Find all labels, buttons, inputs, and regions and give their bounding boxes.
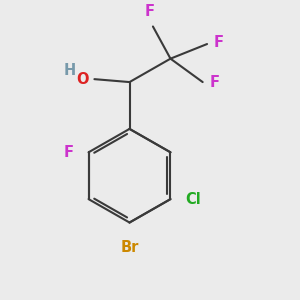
Text: F: F bbox=[63, 145, 73, 160]
Text: F: F bbox=[210, 75, 220, 90]
Text: Cl: Cl bbox=[185, 192, 201, 207]
Text: Br: Br bbox=[120, 240, 139, 255]
Text: F: F bbox=[145, 4, 155, 19]
Text: H: H bbox=[64, 64, 76, 79]
Text: O: O bbox=[76, 72, 88, 87]
Text: F: F bbox=[214, 35, 224, 50]
